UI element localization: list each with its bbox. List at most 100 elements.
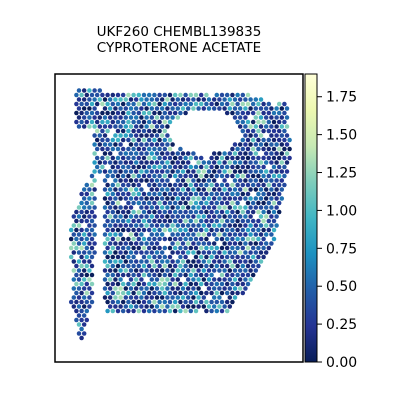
spot xyxy=(118,214,123,219)
spot xyxy=(123,124,129,129)
spot xyxy=(167,200,173,206)
spot xyxy=(230,92,235,98)
spot xyxy=(245,263,251,269)
spot xyxy=(245,227,251,233)
spot xyxy=(227,295,233,300)
spot xyxy=(188,290,194,296)
spot xyxy=(107,304,113,309)
spot xyxy=(102,151,108,156)
spot xyxy=(232,169,238,174)
spot xyxy=(172,191,178,197)
spot xyxy=(284,133,290,138)
spot xyxy=(167,254,173,260)
spot xyxy=(196,106,201,111)
spot xyxy=(152,227,157,233)
spot xyxy=(217,187,222,192)
spot xyxy=(219,263,225,269)
spot xyxy=(269,223,274,228)
spot xyxy=(92,196,97,201)
spot xyxy=(240,218,246,224)
spot xyxy=(211,286,217,291)
spot xyxy=(185,241,191,246)
spot xyxy=(81,205,87,210)
spot xyxy=(185,223,191,228)
spot xyxy=(235,191,240,197)
spot xyxy=(170,169,175,174)
spot xyxy=(175,151,181,156)
spot xyxy=(237,187,243,192)
spot xyxy=(204,227,209,233)
spot xyxy=(253,115,259,120)
spot xyxy=(269,178,274,183)
spot xyxy=(123,250,129,255)
spot xyxy=(89,227,95,233)
spot xyxy=(276,164,282,170)
spot xyxy=(170,277,175,282)
spot xyxy=(139,214,144,219)
spot xyxy=(100,155,105,161)
spot xyxy=(76,223,82,228)
spot xyxy=(149,133,155,138)
spot xyxy=(282,182,287,188)
spot xyxy=(120,146,126,152)
spot xyxy=(245,119,251,125)
spot xyxy=(146,146,152,152)
spot xyxy=(84,182,90,188)
spot xyxy=(157,281,162,287)
spot xyxy=(183,92,188,98)
spot xyxy=(105,146,110,152)
spot xyxy=(266,137,272,143)
spot xyxy=(224,92,230,98)
spot xyxy=(131,290,136,296)
spot xyxy=(180,169,186,174)
spot xyxy=(89,92,95,98)
spot xyxy=(245,155,251,161)
spot xyxy=(198,218,204,224)
spot xyxy=(146,173,152,179)
spot xyxy=(172,155,178,161)
spot xyxy=(243,142,248,147)
spot xyxy=(144,97,149,102)
spot xyxy=(162,137,168,143)
spot xyxy=(165,133,170,138)
spot xyxy=(165,106,170,111)
spot xyxy=(211,97,217,102)
spot xyxy=(170,151,175,156)
spot xyxy=(245,164,251,170)
spot xyxy=(211,241,217,246)
spot xyxy=(274,115,279,120)
colorbar-tick-label: 0.50 xyxy=(326,279,357,295)
spot xyxy=(235,200,240,206)
spot xyxy=(217,286,222,291)
spot xyxy=(230,263,235,269)
spot xyxy=(120,182,126,188)
spot xyxy=(92,115,97,120)
spot xyxy=(74,227,79,233)
spot xyxy=(201,160,207,165)
spot xyxy=(198,263,204,269)
spot xyxy=(271,218,277,224)
spot xyxy=(211,151,217,156)
spot xyxy=(170,241,175,246)
spot xyxy=(222,106,227,111)
spot xyxy=(154,196,160,201)
spot xyxy=(204,236,209,242)
spot xyxy=(115,254,121,260)
spot xyxy=(107,205,113,210)
spot xyxy=(123,115,129,120)
spot xyxy=(253,259,259,264)
spot xyxy=(232,259,238,264)
spot xyxy=(170,205,175,210)
spot xyxy=(123,223,129,228)
spot xyxy=(126,272,131,278)
spot xyxy=(92,97,97,102)
spot xyxy=(227,304,233,309)
spot xyxy=(211,304,217,309)
spot xyxy=(144,214,149,219)
spot xyxy=(178,299,183,305)
spot xyxy=(74,272,79,278)
spot xyxy=(157,200,162,206)
spot xyxy=(198,281,204,287)
spot xyxy=(105,209,110,215)
spot xyxy=(76,322,82,327)
